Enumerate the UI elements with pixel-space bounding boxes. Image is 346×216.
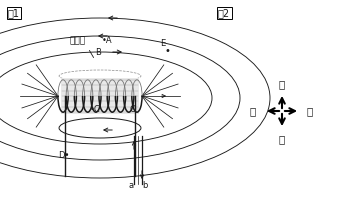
Bar <box>61 78 139 114</box>
Text: ア: ア <box>279 79 285 89</box>
Text: 図2: 図2 <box>218 8 230 18</box>
Text: B: B <box>95 48 101 57</box>
Text: エ: エ <box>307 106 313 116</box>
Text: E: E <box>160 39 165 48</box>
Text: D•: D• <box>58 151 70 160</box>
Text: O: O <box>130 105 137 114</box>
Text: 図1: 図1 <box>8 8 20 18</box>
Text: コイル: コイル <box>70 36 86 45</box>
Text: •: • <box>165 46 171 56</box>
Text: イ: イ <box>250 106 256 116</box>
Text: a: a <box>128 181 134 190</box>
Text: b: b <box>142 181 148 190</box>
Text: •C: •C <box>90 105 101 114</box>
Text: ウ: ウ <box>279 134 285 144</box>
Text: •A: •A <box>102 36 113 45</box>
